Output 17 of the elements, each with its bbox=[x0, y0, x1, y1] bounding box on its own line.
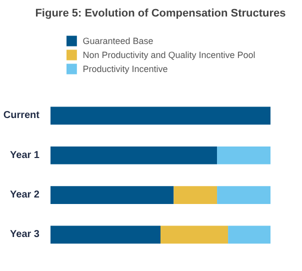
y-tick-label: Year 2 bbox=[10, 190, 40, 201]
y-tick-label: Year 1 bbox=[10, 150, 40, 161]
legend-label: Productivity Incentive bbox=[82, 62, 168, 75]
y-tick-label: Year 3 bbox=[10, 229, 40, 240]
y-tick-label: Current bbox=[3, 110, 40, 122]
bar bbox=[217, 146, 270, 164]
bar bbox=[217, 186, 270, 204]
bar bbox=[174, 186, 218, 204]
legend-label: Guaranteed Base bbox=[82, 34, 154, 47]
bar bbox=[50, 226, 160, 244]
bar bbox=[50, 106, 270, 125]
bar bbox=[50, 186, 174, 204]
bar bbox=[50, 146, 218, 164]
bar bbox=[228, 226, 270, 244]
legend-label: Non Productivity and Quality Incentive Pool bbox=[82, 48, 256, 61]
bar bbox=[160, 226, 228, 244]
chart-title: Figure 5: Evolution of Compensation Structures bbox=[35, 8, 286, 20]
